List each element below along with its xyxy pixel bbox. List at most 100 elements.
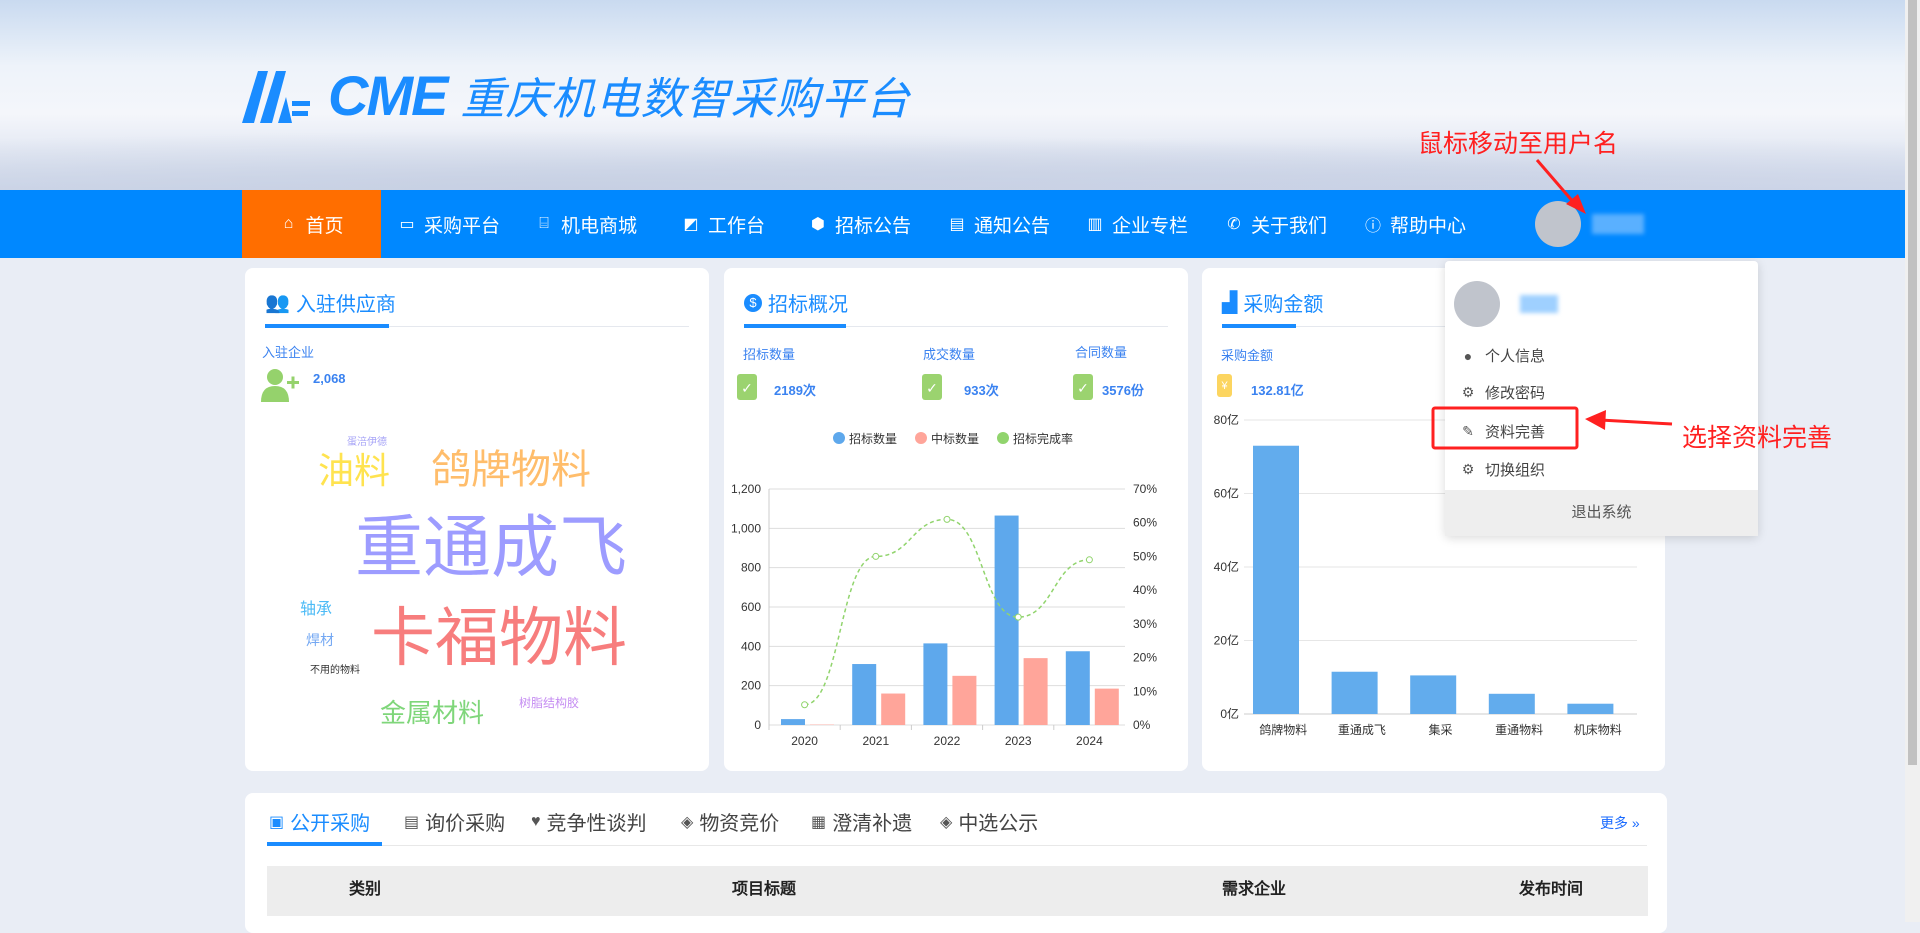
col-title[interactable]: 项目标题: [732, 875, 796, 899]
supplier-count-label: 入驻企业: [262, 342, 314, 361]
user-icon: ●: [1461, 348, 1475, 364]
dropdown-avatar: [1454, 281, 1500, 327]
layers-icon: ◈: [940, 812, 952, 832]
y-tick-label: 1,200: [731, 482, 761, 496]
logout-button[interactable]: 退出系统: [1445, 490, 1758, 536]
menu-item-change-password[interactable]: ⚙修改密码: [1461, 382, 1545, 403]
tab-public-procurement[interactable]: ▣ 公开采购: [269, 807, 370, 836]
y-tick-label: 800: [741, 561, 761, 575]
cme-logo-mark-icon: [242, 67, 314, 123]
tab-clarification[interactable]: ▦澄清补遗: [811, 807, 912, 836]
nav-label: 帮助中心: [1390, 211, 1466, 238]
y-tick-label: 0: [754, 718, 761, 732]
nav-label: 机电商城: [561, 211, 637, 238]
nav-label: 工作台: [708, 211, 765, 238]
word-cloud-word: 轴承: [300, 602, 332, 618]
box-icon: ▣: [269, 812, 284, 832]
nav-notice[interactable]: ▤通知公告: [948, 190, 1050, 258]
shop-icon: ⌸: [535, 215, 553, 233]
user-dropdown-menu: ●个人信息 ⚙修改密码 ✎资料完善 ⚙ 切换组织 退出系统: [1445, 261, 1758, 536]
word-cloud-word: 焊材: [306, 633, 334, 647]
word-cloud-word: 鸽牌物料: [431, 450, 591, 490]
tab-selection-notice[interactable]: ◈中选公示: [940, 807, 1038, 836]
word-cloud-word: 不用的物料: [310, 666, 360, 676]
menu-label: 资料完善: [1485, 421, 1545, 442]
y2-tick-label: 50%: [1133, 549, 1157, 563]
legend-label: 招标完成率: [1013, 431, 1073, 446]
suppliers-card: 👥入驻供应商 入驻企业 2,068 蛋涪伊德油料鸽牌物料重通成飞轴承焊材卡福物料…: [245, 268, 709, 771]
x-tick-label: 2020: [791, 734, 818, 748]
bar-won: [1095, 689, 1119, 725]
x-tick-label: 机床物料: [1574, 723, 1622, 737]
line-point: [802, 702, 808, 708]
y2-tick-label: 0%: [1133, 718, 1151, 732]
layers-icon: ◈: [681, 812, 693, 832]
nav-label: 首页: [305, 211, 343, 238]
nav-label: 关于我们: [1251, 211, 1327, 238]
x-tick-label: 重通物料: [1495, 723, 1543, 737]
legend-marker: [997, 432, 1009, 444]
bar-bids: [781, 719, 805, 725]
x-tick-label: 重通成飞: [1338, 723, 1386, 737]
handshake-icon: ♥: [531, 813, 541, 831]
double-chevron-right-icon: »: [1632, 815, 1640, 831]
word-cloud-word: 油料: [318, 453, 390, 489]
nav-workbench[interactable]: ◩ 工作台: [682, 190, 765, 258]
col-category[interactable]: 类别: [349, 875, 381, 899]
word-cloud-word: 蛋涪伊德: [347, 438, 387, 448]
col-publish-time[interactable]: 发布时间: [1519, 875, 1583, 899]
legend-marker: [833, 432, 845, 444]
y-tick-label: 400: [741, 639, 761, 653]
y-tick-label: 600: [741, 600, 761, 614]
username-blurred[interactable]: [1592, 214, 1644, 234]
nav-help[interactable]: ⓘ 帮助中心: [1364, 190, 1466, 258]
bar: [1489, 694, 1535, 714]
nav-mall[interactable]: ⌸ 机电商城: [535, 190, 637, 258]
tab-bidding[interactable]: ◈物资竞价: [681, 807, 779, 836]
legend-label: 中标数量: [931, 431, 979, 446]
y2-tick-label: 20%: [1133, 651, 1157, 665]
tab-label: 竞争性谈判: [547, 807, 647, 836]
bar-won: [952, 676, 976, 725]
user-avatar[interactable]: [1535, 201, 1581, 247]
y2-tick-label: 70%: [1133, 482, 1157, 496]
nav-home[interactable]: ⌂ 首页: [242, 190, 381, 258]
bidding-card: $招标概况 招标数量 ✓ 2189次 成交数量 ✓ 933次 合同数量 ✓ 35…: [724, 268, 1188, 771]
dropdown-username-blurred: [1520, 295, 1558, 313]
scrollbar-thumb[interactable]: [1908, 0, 1917, 765]
tab-negotiation[interactable]: ♥ 竞争性谈判: [531, 807, 647, 836]
nav-about[interactable]: ✆关于我们: [1225, 190, 1327, 258]
home-icon: ⌂: [279, 215, 297, 233]
more-label: 更多: [1600, 815, 1628, 831]
chart-line-icon: ◩: [682, 214, 700, 234]
nav-enterprise[interactable]: ▥企业专栏: [1086, 190, 1188, 258]
annotation-select-hint: 选择资料完善: [1682, 418, 1832, 454]
line-point: [873, 553, 879, 559]
logo-text: CME: [328, 63, 446, 128]
info-icon: ⓘ: [1364, 212, 1382, 236]
tab-inquiry[interactable]: ▤询价采购: [404, 807, 505, 836]
more-link[interactable]: 更多 »: [1600, 813, 1640, 833]
nav-bid-notice[interactable]: ⬢招标公告: [809, 190, 911, 258]
menu-item-complete-profile[interactable]: ✎资料完善: [1461, 421, 1545, 442]
y-tick-label: 0亿: [1220, 706, 1239, 721]
menu-label: 切换组织: [1485, 459, 1545, 480]
nav-label: 企业专栏: [1112, 211, 1188, 238]
gear-icon: ⚙: [1461, 384, 1475, 401]
menu-item-switch-org[interactable]: ⚙ 切换组织: [1461, 459, 1545, 480]
word-cloud-word: 卡福物料: [371, 606, 627, 670]
word-cloud-word: 重通成飞: [355, 514, 627, 582]
nav-purchase-platform[interactable]: ▭采购平台: [398, 190, 500, 258]
bar-bids: [1066, 651, 1090, 725]
bar: [1253, 446, 1299, 714]
word-cloud-word: 树脂结构胶: [519, 697, 579, 709]
menu-item-profile[interactable]: ●个人信息: [1461, 345, 1545, 366]
gear-icon: ⚙: [1461, 461, 1475, 478]
table-header: [267, 866, 1648, 916]
bar-bids: [995, 516, 1019, 725]
tab-label: 公开采购: [290, 807, 370, 836]
col-company[interactable]: 需求企业: [1222, 875, 1286, 899]
logo[interactable]: CME 重庆机电数智采购平台: [242, 64, 910, 126]
y-tick-label: 80亿: [1214, 412, 1239, 427]
tab-label: 澄清补遗: [832, 807, 912, 836]
